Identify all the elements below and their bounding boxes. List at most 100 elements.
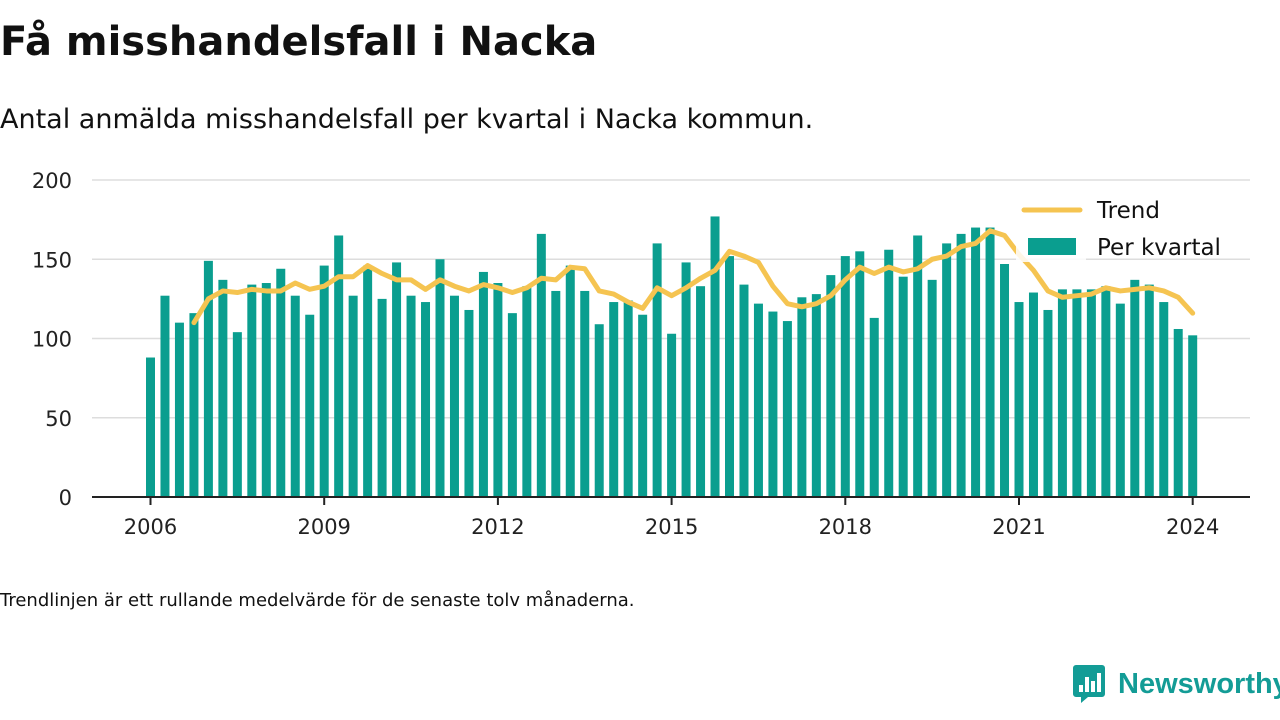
bar	[942, 243, 952, 497]
newsworthy-logo-text: Newsworthy	[1118, 667, 1280, 700]
bar	[884, 249, 894, 497]
bar	[435, 259, 445, 497]
bar	[203, 260, 213, 497]
quarterly-bars	[146, 216, 1198, 498]
bar	[1043, 309, 1053, 497]
bar	[580, 290, 590, 497]
bar	[869, 317, 879, 497]
bar	[652, 243, 662, 497]
chart-title: Få misshandelsfall i Nacka	[0, 19, 598, 65]
x-tick-label: 2018	[819, 515, 872, 539]
x-tick-label: 2015	[645, 515, 698, 539]
bar	[1130, 279, 1140, 497]
x-tick-label: 2012	[471, 515, 524, 539]
bar	[421, 302, 431, 497]
bar	[1173, 328, 1183, 497]
legend: Trend Per kvartal	[1016, 194, 1221, 262]
bar	[1057, 289, 1067, 497]
bar	[1072, 289, 1082, 497]
bar	[710, 216, 720, 497]
bar	[536, 233, 546, 497]
x-axis	[92, 496, 1250, 505]
x-tick-label: 2009	[297, 515, 350, 539]
bar	[406, 295, 416, 497]
bar	[276, 268, 286, 497]
bar	[753, 303, 763, 497]
bar	[392, 262, 402, 497]
bar	[1159, 302, 1169, 497]
bar	[146, 357, 155, 497]
bar	[768, 311, 778, 497]
bar	[609, 302, 619, 497]
bar	[305, 314, 315, 497]
bar	[218, 279, 228, 497]
y-tick-label: 200	[32, 169, 72, 193]
bar	[623, 300, 633, 497]
x-tick-label: 2024	[1166, 515, 1219, 539]
bar	[464, 309, 474, 497]
bar	[1101, 286, 1111, 497]
bar	[797, 297, 807, 497]
chart-subtitle: Antal anmälda misshandelsfall per kvarta…	[0, 104, 814, 135]
bar	[377, 298, 387, 498]
bar	[522, 286, 532, 497]
bar	[696, 286, 706, 497]
bar	[985, 227, 995, 498]
bar	[913, 235, 923, 497]
bar	[334, 235, 344, 497]
x-tick-label: 2021	[992, 515, 1045, 539]
bar	[247, 284, 257, 497]
bar	[971, 227, 981, 498]
bar	[927, 279, 937, 497]
bar	[826, 275, 836, 497]
bar	[348, 295, 358, 497]
bar	[363, 265, 373, 497]
bar	[898, 276, 908, 497]
bar	[956, 233, 966, 497]
bar	[1086, 289, 1096, 497]
legend-trend-label: Trend	[1096, 198, 1160, 224]
y-tick-label: 100	[32, 328, 72, 352]
bar	[189, 313, 199, 497]
bar	[840, 256, 850, 497]
legend-bar-label: Per kvartal	[1097, 235, 1221, 261]
bar	[160, 295, 170, 497]
bar	[507, 313, 517, 497]
bar	[594, 324, 604, 497]
bar	[290, 295, 300, 497]
bar	[1144, 284, 1154, 497]
trend-line-group	[191, 228, 1196, 326]
footnote: Trendlinjen är ett rullande medelvärde f…	[0, 590, 635, 611]
bar	[638, 314, 648, 497]
bar	[725, 256, 734, 497]
bar	[782, 321, 792, 497]
bar	[811, 294, 821, 497]
bar	[319, 265, 329, 497]
quarterly-assault-chart: 0 50 100 150 200 2006 2009 2012 2015 2018 2021 202…	[32, 169, 1250, 539]
bar	[174, 322, 184, 497]
x-tick-label: 2006	[124, 515, 177, 539]
bar	[565, 265, 575, 497]
bar	[1188, 335, 1198, 497]
bar	[493, 283, 503, 497]
bar	[478, 271, 488, 497]
bar	[261, 283, 271, 497]
legend-bar-swatch	[1028, 238, 1076, 255]
bar	[1014, 302, 1024, 497]
newsworthy-logo-icon	[1073, 665, 1105, 703]
newsworthy-logo: Newsworthy	[1072, 664, 1280, 704]
y-tick-label: 150	[32, 248, 72, 272]
bar	[681, 262, 691, 497]
bar	[551, 290, 561, 497]
x-tick-labels: 2006 2009 2012 2015 2018 2021 2024	[124, 515, 1220, 539]
bar	[1115, 303, 1125, 497]
bar	[1000, 264, 1010, 497]
bar	[1028, 292, 1038, 497]
trend-line	[191, 228, 1196, 326]
y-tick-labels: 0 50 100 150 200	[32, 169, 72, 510]
y-tick-label: 0	[59, 486, 72, 510]
bar	[232, 332, 242, 497]
bar	[667, 333, 677, 497]
bar	[739, 284, 749, 497]
bar	[449, 295, 459, 497]
